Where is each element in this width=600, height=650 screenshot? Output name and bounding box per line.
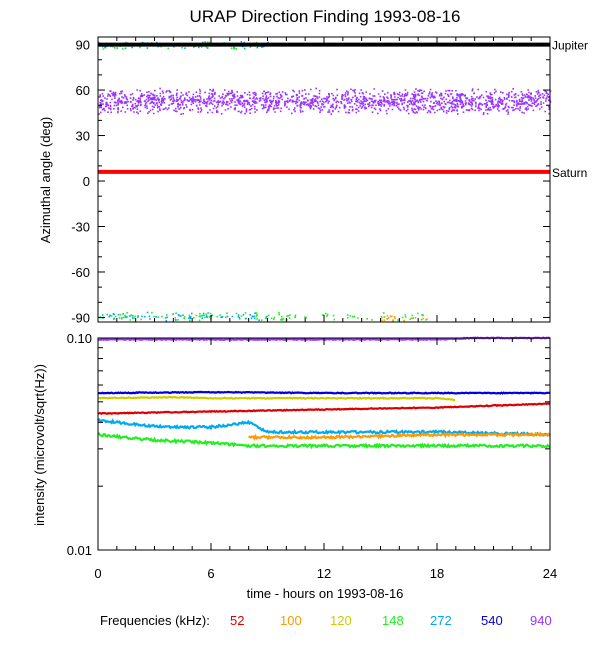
- azimuth-ytick-label: 90: [76, 38, 90, 53]
- time-xtick-label: 0: [94, 566, 101, 581]
- series-line-272: [97, 417, 551, 437]
- azimuth-points: [98, 41, 552, 322]
- azimuth-ytick-label: 0: [83, 174, 90, 189]
- azimuth-axes: -90 -60 -30 0 30 60 90: [71, 36, 551, 325]
- legend-item-100: 100: [280, 613, 302, 628]
- intensity-axes: 0.01 0.10 0 6 12 18 24: [67, 331, 558, 581]
- azimuth-ytick-label: 60: [76, 83, 90, 98]
- legend-item-272: 272: [430, 613, 452, 628]
- azimuth-ylabel: Azimuthal angle (deg): [38, 117, 53, 243]
- point-cluster-940-0: [98, 87, 552, 116]
- azimuth-frame: [97, 36, 551, 323]
- series-line-100: [248, 431, 551, 441]
- intensity-ytick-label: 0.10: [67, 331, 92, 346]
- frequency-legend: Frequencies (kHz): 52 100 120 148 272 540 940: [100, 613, 552, 628]
- reference-lines: Jupiter Saturn: [98, 39, 588, 180]
- series-540: [97, 390, 551, 395]
- points-940: [98, 87, 552, 116]
- series-100: [248, 431, 551, 441]
- point-cluster-100-5: [380, 315, 428, 322]
- legend-item-120: 120: [330, 613, 352, 628]
- series-line-52: [98, 402, 551, 415]
- time-xtick-label: 12: [317, 566, 331, 581]
- series-line-148: [97, 432, 551, 450]
- intensity-panel: 0.01 0.10 0 6 12 18 24 intensity (microvolt/sq…: [32, 331, 557, 601]
- time-xtick-label: 24: [543, 566, 557, 581]
- legend-title: Frequencies (kHz):: [100, 613, 210, 628]
- time-xtick-label: 18: [430, 566, 444, 581]
- series-line-120: [97, 395, 456, 402]
- series-52: [98, 402, 551, 415]
- series-120: [97, 395, 456, 402]
- legend-item-148: 148: [382, 613, 404, 628]
- intensity-series: [97, 336, 551, 450]
- series-line-540: [97, 390, 551, 395]
- saturn-label: Saturn: [552, 166, 587, 180]
- intensity-ytick-label: 0.01: [67, 543, 92, 558]
- chart-title: URAP Direction Finding 1993-08-16: [190, 7, 461, 26]
- legend-item-52: 52: [230, 613, 244, 628]
- legend-item-940: 940: [530, 613, 552, 628]
- intensity-ylabel: intensity (microvolt/sqrt(Hz)): [32, 364, 47, 526]
- points-100: [380, 315, 428, 322]
- legend-item-540: 540: [481, 613, 503, 628]
- azimuth-ytick-label: -30: [71, 219, 90, 234]
- azimuth-ytick-label: -60: [71, 265, 90, 280]
- series-272: [97, 417, 551, 437]
- azimuth-ytick-label: 30: [76, 129, 90, 144]
- series-148: [97, 432, 551, 450]
- azimuth-ytick-label: -90: [71, 310, 90, 325]
- azimuth-panel: Jupiter Saturn -90 -60 -30 0 30 60 90 Azimuthal…: [38, 36, 588, 325]
- jupiter-label: Jupiter: [552, 39, 588, 53]
- time-xtick-label: 6: [207, 566, 214, 581]
- time-xlabel: time - hours on 1993-08-16: [247, 586, 404, 601]
